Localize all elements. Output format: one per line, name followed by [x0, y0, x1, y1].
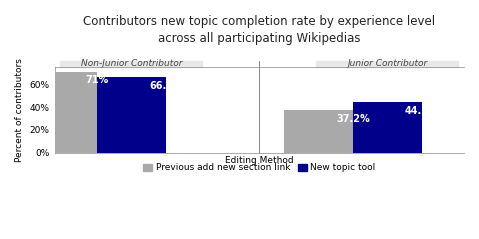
Bar — [97, 77, 166, 153]
Bar — [353, 102, 422, 153]
Bar — [28, 72, 97, 153]
Text: Non-Junior Contributor: Non-Junior Contributor — [80, 60, 182, 69]
Y-axis label: Percent of contributors: Percent of contributors — [15, 58, 24, 162]
X-axis label: Editing Method: Editing Method — [225, 156, 294, 165]
Text: 66.1%: 66.1% — [149, 81, 182, 91]
Legend: Previous add new section link, New topic tool: Previous add new section link, New topic… — [139, 160, 379, 176]
Bar — [284, 110, 353, 153]
Text: 44.2%: 44.2% — [405, 106, 439, 116]
Bar — [316, 61, 458, 67]
Title: Contributors new topic completion rate by experience level
across all participat: Contributors new topic completion rate b… — [83, 15, 435, 45]
Bar — [60, 61, 202, 67]
Text: 37.2%: 37.2% — [336, 114, 370, 124]
Text: Junior Contributor: Junior Contributor — [347, 60, 427, 69]
Text: 71%: 71% — [85, 75, 108, 85]
